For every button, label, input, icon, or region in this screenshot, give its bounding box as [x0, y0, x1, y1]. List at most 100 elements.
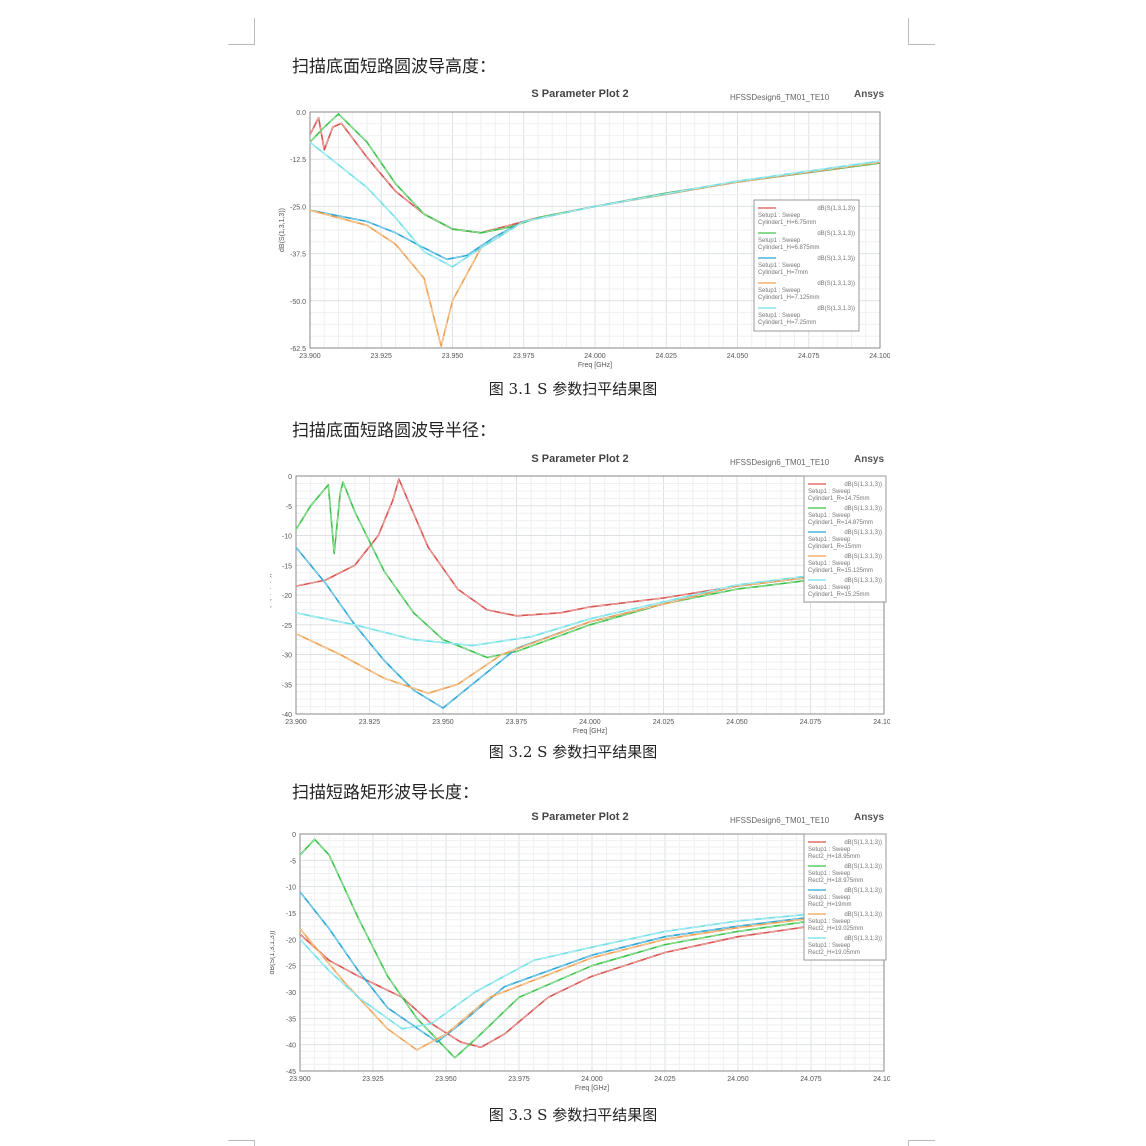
design-name: HFSSDesign6_TM01_TE10 — [730, 93, 830, 102]
legend-series-name: dB(S(1,3,1,3)) — [844, 864, 882, 870]
section-heading: 扫描底面短路圆波导半径： — [292, 421, 496, 441]
legend-param: Rect2_H=19.025mm — [808, 926, 863, 932]
x-tick-label: 24.050 — [726, 719, 748, 726]
x-tick-label: 24.000 — [579, 719, 601, 726]
design-name: HFSSDesign6_TM01_TE10 — [730, 458, 830, 467]
legend-series-name: dB(S(1,3,1,3)) — [844, 888, 882, 894]
x-tick-label: 24.075 — [800, 1076, 822, 1083]
x-tick-label: 23.900 — [289, 1076, 311, 1083]
legend-series-name: dB(S(1,3,1,3)) — [844, 840, 882, 846]
crop-mark — [228, 1140, 255, 1146]
x-tick-label: 24.000 — [584, 353, 606, 360]
series-dash — [299, 910, 885, 1030]
series-dash — [295, 567, 885, 694]
legend-setup: Setup1 : Sweep — [758, 313, 801, 319]
series-dash — [295, 478, 885, 617]
legend-series-name: dB(S(1,3,1,3)) — [817, 281, 855, 287]
legend-series-name: dB(S(1,3,1,3)) — [817, 206, 855, 212]
y-tick-label: -40 — [282, 712, 292, 719]
x-tick-label: 24.075 — [800, 719, 822, 726]
y-tick-label: -5 — [286, 504, 292, 511]
series-dash — [299, 891, 885, 1043]
y-tick-label: -37.5 — [290, 252, 306, 259]
figure-caption: 图 3.3 S 参数扫平结果图 — [488, 1106, 658, 1124]
crop-mark — [228, 18, 255, 45]
legend-series-name: dB(S(1,3,1,3)) — [844, 554, 882, 560]
y-tick-label: -10 — [282, 534, 292, 541]
series-dash — [299, 838, 885, 1059]
figure-caption: 图 3.2 S 参数扫平结果图 — [488, 743, 658, 761]
y-tick-label: -25 — [286, 964, 296, 971]
legend-series-name: dB(S(1,3,1,3)) — [844, 482, 882, 488]
legend-series-name: dB(S(1,3,1,3)) — [844, 530, 882, 536]
x-tick-label: 24.025 — [656, 353, 678, 360]
y-tick-label: -12.5 — [290, 157, 306, 164]
y-tick-label: -20 — [282, 593, 292, 600]
x-axis-label: Freq [GHz] — [573, 728, 607, 735]
figure-caption: 图 3.1 S 参数扫平结果图 — [488, 380, 658, 398]
y-tick-label: 0 — [292, 832, 296, 839]
x-tick-label: 23.950 — [442, 353, 464, 360]
legend-param: Cylinder1_R=14.875mm — [808, 520, 873, 526]
legend-setup: Setup1 : Sweep — [808, 561, 851, 567]
chart-title: S Parameter Plot 2 — [531, 811, 628, 823]
legend-setup: Setup1 : Sweep — [808, 585, 851, 591]
y-tick-label: 0.0 — [296, 110, 306, 117]
y-tick-label: -25 — [282, 623, 292, 630]
x-tick-label: 23.900 — [299, 353, 321, 360]
series-dash — [309, 161, 881, 347]
legend-param: Rect2_H=19mm — [808, 902, 852, 908]
design-name: HFSSDesign6_TM01_TE10 — [730, 816, 830, 825]
legend-series-name: dB(S(1,3,1,3)) — [844, 506, 882, 512]
s-parameter-chart-3: S Parameter Plot 2 HFSSDesign6_TM01_TE10 A… — [270, 811, 890, 1092]
legend-series-name: dB(S(1,3,1,3)) — [817, 306, 855, 312]
ansys-logo: Ansys — [854, 812, 884, 823]
chart-title: S Parameter Plot 2 — [531, 453, 628, 465]
legend-box — [803, 475, 887, 603]
y-axis-label: dB(S(1,3,1,3)) — [279, 208, 286, 252]
legend-setup: Setup1 : Sweep — [758, 238, 801, 244]
legend-setup: Setup1 : Sweep — [808, 847, 851, 853]
y-tick-label: -30 — [282, 653, 292, 660]
y-tick-label: 0 — [288, 474, 292, 481]
legend-box — [753, 199, 860, 332]
legend-param: Cylinder1_R=15.125mm — [808, 568, 873, 574]
x-tick-label: 23.975 — [506, 719, 528, 726]
s-parameter-chart-2: S Parameter Plot 2 HFSSDesign6_TM01_TE10 A… — [270, 453, 890, 735]
y-axis-label: dB(S(1,3,1,3)) — [270, 573, 272, 617]
y-axis-label: dB(S(1,3,1,3)) — [270, 931, 276, 975]
legend-series-name: dB(S(1,3,1,3)) — [844, 578, 882, 584]
y-tick-label: -40 — [286, 1043, 296, 1050]
legend-series-name: dB(S(1,3,1,3)) — [817, 256, 855, 262]
x-tick-label: 24.100 — [873, 719, 890, 726]
x-tick-label: 23.975 — [513, 353, 535, 360]
legend-param: Rect2_H=18.975mm — [808, 878, 863, 884]
ansys-logo: Ansys — [854, 89, 884, 100]
legend-box — [803, 833, 887, 961]
x-tick-label: 24.050 — [727, 1076, 749, 1083]
x-tick-label: 23.925 — [371, 353, 393, 360]
series-dash — [299, 918, 885, 1048]
y-tick-label: -10 — [286, 885, 296, 892]
legend-setup: Setup1 : Sweep — [808, 943, 851, 949]
legend-param: Cylinder1_H=7.125mm — [758, 295, 820, 301]
legend-series-name: dB(S(1,3,1,3)) — [844, 912, 882, 918]
x-tick-label: 24.100 — [869, 353, 890, 360]
legend-setup: Setup1 : Sweep — [758, 263, 801, 269]
section-heading: 扫描底面短路圆波导高度： — [292, 57, 496, 77]
crop-mark — [908, 1140, 935, 1146]
y-tick-label: -5 — [290, 858, 296, 865]
series-dash — [295, 481, 885, 658]
y-tick-label: -25.0 — [290, 204, 306, 211]
x-tick-label: 23.950 — [435, 1076, 457, 1083]
legend-setup: Setup1 : Sweep — [758, 288, 801, 294]
y-tick-label: -30 — [286, 990, 296, 997]
y-tick-label: -15 — [286, 911, 296, 918]
y-tick-label: -15 — [282, 563, 292, 570]
legend-setup: Setup1 : Sweep — [808, 489, 851, 495]
legend-param: Rect2_H=19.05mm — [808, 950, 860, 956]
legend-param: Cylinder1_H=7mm — [758, 270, 808, 276]
series-dash — [295, 566, 885, 646]
crop-mark — [908, 18, 935, 45]
